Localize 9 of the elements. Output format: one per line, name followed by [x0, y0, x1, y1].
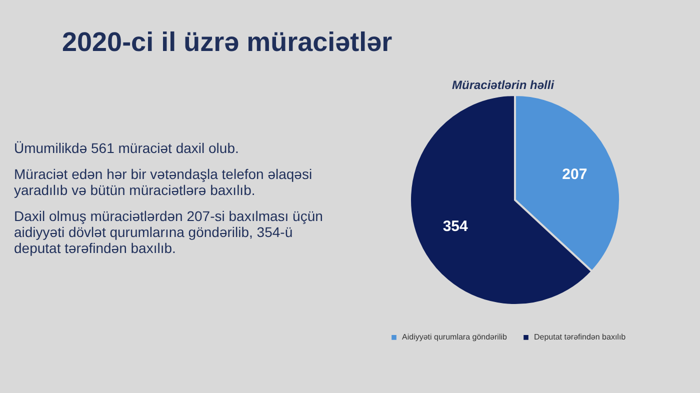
legend-label: Deputat tərəfindən baxılıb: [534, 332, 626, 342]
data-label: 354: [442, 218, 469, 236]
chart-title: Müraciətlərin həlli: [452, 78, 555, 92]
text: 2020-ci il üzrə müraciətlər: [62, 27, 393, 57]
legend-label: Aidiyyəti qurumlara göndərilib: [402, 332, 508, 342]
text: Müraciət edən hər bir vətəndaşla telefon əlaqəsi yaradılıb və bütün müraciətlərə baxılıb.: [14, 166, 312, 198]
text: Ümumilikdə 561 müraciət daxil olub.: [14, 140, 239, 156]
text: Daxil olmuş müraciətlərdən 207-si baxılması üçün aidiyyəti dövlət qurumlarına göndərilib, 354-ü deputat tərəfindən baxılıb.: [14, 208, 323, 256]
data-label: 207: [562, 166, 588, 183]
